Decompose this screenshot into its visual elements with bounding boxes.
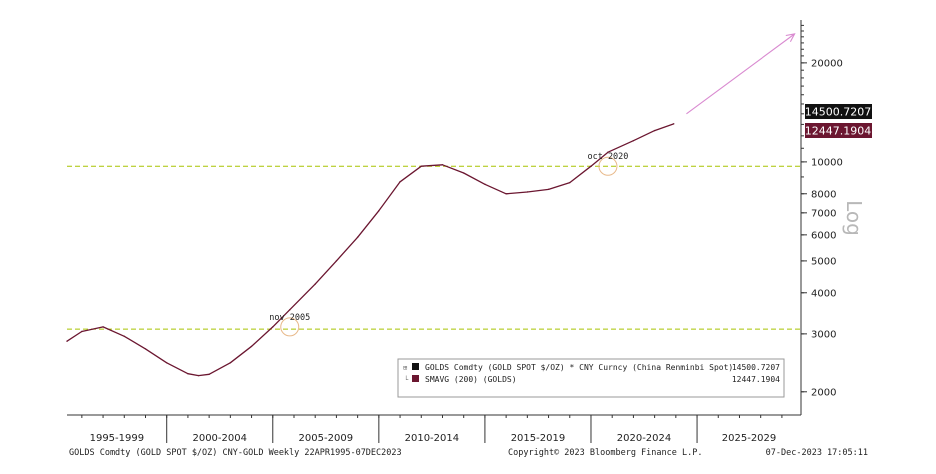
current-smavg-label: 12447.1904 (805, 125, 871, 138)
annotation-circle-1 (598, 156, 618, 176)
y-tick-label-0: 2000 (811, 387, 836, 398)
current-price-tag: 14500.7207 (805, 104, 872, 119)
legend-swatch-smavg (412, 375, 419, 382)
legend-value-price: 14500.7207 (732, 363, 780, 372)
x-period-label-0: 1995-1999 (90, 433, 145, 444)
x-period-label-6: 2025-2029 (722, 433, 777, 444)
x-period-labels: 1995-1999 2000-2004 2005-2009 2010-2014 2015… (90, 433, 777, 444)
series-point-0-0 (66, 340, 68, 342)
legend: ⊞ GOLDS Comdty (GOLD SPOT $/OZ) * CNY Cu… (397, 358, 785, 398)
projection-arrow-line (686, 33, 795, 115)
series-point-0-25 (569, 181, 571, 184)
y-tick-label-8: 20000 (811, 58, 843, 69)
series-point-0-29 (653, 129, 656, 132)
series-point-0-10 (250, 345, 253, 347)
series-point-0-13 (314, 283, 316, 285)
series-line-0 (66, 123, 674, 377)
series-point-0-28 (632, 139, 635, 142)
y-tick-label-2: 4000 (811, 288, 836, 299)
footer-right: 07-Dec-2023 17:05:11 (766, 448, 868, 458)
series-point-0-26 (590, 165, 592, 167)
current-smavg-tag: 12447.1904 (805, 123, 872, 138)
series-layer (66, 123, 675, 377)
current-price-label: 14500.7207 (805, 106, 871, 119)
series-point-0-23 (526, 191, 529, 193)
series-point-0-21 (484, 183, 486, 185)
series-point-0-19 (441, 164, 444, 166)
series-point-0-4 (144, 348, 147, 350)
series-point-0-18 (420, 165, 422, 167)
x-ticks (81, 415, 783, 443)
series-point-0-8 (208, 373, 210, 376)
series-point-0-6 (187, 372, 189, 375)
series-point-0-15 (356, 236, 359, 238)
x-period-label-4: 2015-2019 (511, 433, 566, 444)
legend-tree-icon: └ (404, 375, 409, 384)
series-point-0-7 (197, 374, 200, 377)
y-ticks: 2000 3000 4000 5000 6000 7000 8000 10000 20000 (801, 24, 843, 398)
y-axis-label: Log (842, 200, 866, 236)
series-point-0-11 (272, 326, 274, 328)
reference-lines (67, 165, 801, 330)
series-point-0-5 (166, 362, 168, 364)
series-point-0-2 (102, 326, 104, 328)
series-point-0-3 (123, 335, 125, 337)
projection-arrow-head (785, 33, 796, 43)
legend-box (397, 358, 785, 398)
annotation-label-0: nov 2005 (269, 313, 310, 323)
annotation-label-1: oct 2020 (587, 152, 628, 162)
y-tick-label-7: 10000 (811, 157, 843, 168)
series-point-0-24 (547, 188, 550, 191)
y-tick-label-1: 3000 (811, 329, 836, 340)
legend-text-price: GOLDS Comdty (GOLD SPOT $/OZ) * CNY Curn… (425, 363, 733, 372)
series-point-0-9 (229, 362, 232, 364)
legend-text-smavg: SMAVG (200) (GOLDS) (425, 375, 517, 384)
annotations: nov 2005 oct 2020 (269, 152, 628, 337)
projection-arrow (686, 33, 796, 115)
x-period-label-5: 2020-2024 (617, 433, 672, 444)
legend-swatch-price (412, 363, 419, 370)
x-period-label-3: 2010-2014 (405, 433, 460, 444)
legend-value-smavg: 12447.1904 (732, 375, 780, 384)
y-tick-label-3: 5000 (811, 256, 836, 267)
footer-center: Copyright© 2023 Bloomberg Finance L.P. (508, 448, 702, 458)
footer-left: GOLDS Comdty (GOLD SPOT $/OZ) CNY-GOLD W… (69, 448, 402, 458)
y-tick-label-6: 8000 (811, 189, 836, 200)
series-point-0-12 (289, 309, 291, 311)
series-point-0-22 (505, 193, 507, 195)
series-point-0-30 (673, 123, 675, 125)
series-point-0-14 (335, 260, 338, 262)
annotation-circle-0 (280, 317, 300, 337)
series-point-0-17 (399, 181, 401, 183)
x-period-label-2: 2005-2009 (299, 433, 354, 444)
series-point-0-20 (462, 172, 465, 174)
y-tick-label-4: 6000 (811, 230, 836, 241)
series-point-0-1 (81, 330, 83, 333)
series-point-0-27 (607, 151, 609, 153)
x-period-label-1: 2000-2004 (192, 433, 247, 444)
series-point-0-16 (378, 210, 380, 212)
legend-expand-icon: ⊞ (403, 364, 408, 372)
y-tick-label-5: 7000 (811, 208, 836, 219)
